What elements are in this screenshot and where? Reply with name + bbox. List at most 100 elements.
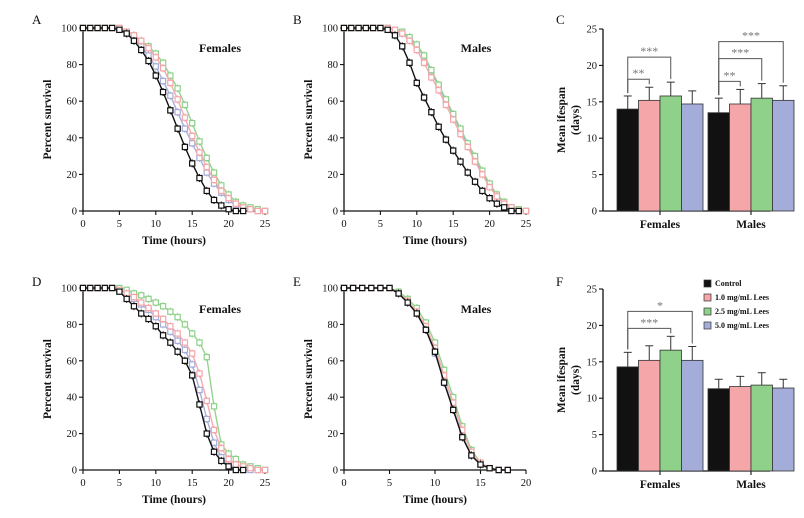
data-point <box>196 339 203 346</box>
data-point <box>368 284 375 292</box>
data-point <box>79 24 87 32</box>
bar <box>772 99 795 212</box>
x-tick-label: 10 <box>151 478 162 489</box>
data-point <box>420 59 428 66</box>
significance-label: ** <box>724 68 736 82</box>
panel-b: B 0 20 40 60 80 100 Percent survival 0 5 10 15 20 25 T… <box>293 12 531 247</box>
y-tick-label: 40 <box>67 133 78 144</box>
data-point <box>515 207 522 215</box>
data-point <box>174 337 181 344</box>
x-axis-title: Time (hours) <box>403 494 467 506</box>
bar <box>707 112 730 212</box>
y-axis-title: Mean ifespan (days) <box>556 346 582 413</box>
data-point <box>210 176 218 184</box>
legend-label: 5.0 mg/mL Lees <box>715 321 769 330</box>
bar <box>681 103 704 212</box>
y-tick-label: 60 <box>67 356 78 367</box>
y-tick-label: 0 <box>333 466 338 477</box>
y-tick-label: 0 <box>592 207 597 218</box>
x-tick-label: 0 <box>341 219 346 230</box>
x-axis-title: Time (hours) <box>403 235 467 247</box>
y-tick-label: 60 <box>328 97 339 108</box>
data-point <box>442 101 450 109</box>
bar <box>681 359 704 472</box>
sex-label: Males <box>461 41 492 55</box>
y-axis-title-line: (days) <box>570 105 582 135</box>
data-point <box>181 346 189 354</box>
data-point <box>232 461 240 468</box>
data-point <box>203 415 210 423</box>
x-tick-label: 0 <box>341 478 346 489</box>
data-point <box>152 323 159 330</box>
data-point <box>203 353 210 361</box>
data-point <box>174 96 181 103</box>
data-point <box>384 26 391 34</box>
data-point <box>486 464 493 472</box>
data-point <box>504 466 512 474</box>
data-point <box>101 24 109 32</box>
x-tick-label: 25 <box>260 219 271 230</box>
data-point <box>428 74 435 81</box>
data-point <box>130 303 138 310</box>
series-0 <box>79 284 247 474</box>
data-point <box>471 178 479 185</box>
y-tick-label: 10 <box>587 134 598 145</box>
data-point <box>431 348 439 355</box>
data-point <box>261 466 269 474</box>
y-tick-label: 80 <box>328 60 339 71</box>
data-point <box>391 32 399 39</box>
data-point <box>395 290 402 297</box>
data-point <box>181 143 189 151</box>
data-point <box>377 284 384 292</box>
data-point <box>500 204 508 211</box>
x-tick-label: 0 <box>80 478 85 489</box>
series-0 <box>79 24 247 215</box>
y-tick-label: 60 <box>328 356 339 367</box>
data-point <box>486 194 493 202</box>
y-axis-title: Percent survival <box>303 339 315 419</box>
y-tick-label: 10 <box>587 394 598 405</box>
category-label: Females <box>640 219 681 231</box>
data-point <box>359 284 366 292</box>
significance-label: ** <box>633 66 645 80</box>
data-point <box>138 310 145 317</box>
significance-bracket <box>627 78 650 93</box>
data-point <box>225 194 232 202</box>
data-point <box>167 323 174 330</box>
data-point <box>152 72 159 79</box>
panel-letter: C <box>556 12 565 27</box>
data-point <box>486 184 493 191</box>
bar <box>616 366 639 472</box>
y-tick-label: 100 <box>61 284 77 295</box>
data-point <box>130 37 138 45</box>
significance-label: * <box>657 298 663 312</box>
legend-swatch <box>703 293 712 302</box>
panel-letter: A <box>32 12 42 27</box>
bar <box>659 349 682 472</box>
data-point <box>203 154 210 162</box>
data-point <box>413 79 421 87</box>
data-point <box>471 158 479 165</box>
data-point <box>174 330 181 337</box>
x-tick-label: 0 <box>80 219 85 230</box>
x-tick-label: 20 <box>521 478 532 489</box>
data-point <box>247 464 254 472</box>
y-axis-title: Mean ifespan (days) <box>556 86 582 153</box>
panel-f: F 0 5 10 15 20 25 Mean ifespan (days) Females Male… <box>556 274 795 491</box>
data-point <box>355 24 362 32</box>
data-point <box>152 54 159 61</box>
data-point <box>254 466 261 474</box>
data-point <box>181 125 189 132</box>
data-point <box>457 130 464 138</box>
data-point <box>232 200 240 207</box>
x-tick-label: 20 <box>223 219 234 230</box>
x-tick-label: 5 <box>387 478 392 489</box>
y-tick-label: 20 <box>328 429 339 440</box>
data-point <box>369 24 377 32</box>
data-point <box>174 85 181 92</box>
y-tick-label: 15 <box>587 97 598 108</box>
sex-label: Females <box>199 302 241 316</box>
x-tick-label: 5 <box>378 219 383 230</box>
y-tick-label: 40 <box>67 393 78 404</box>
data-point <box>152 63 159 70</box>
